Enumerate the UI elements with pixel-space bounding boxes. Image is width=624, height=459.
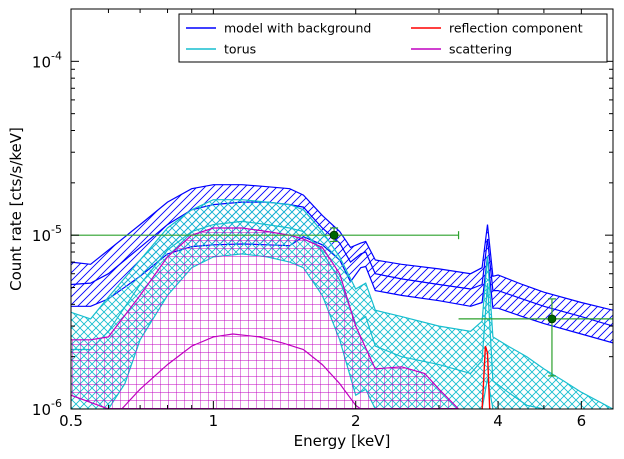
axis-tick-labels: 0.5 1 2 4 610-610-510-4 bbox=[32, 49, 586, 430]
data-point-2 bbox=[458, 298, 613, 377]
legend: model with background torus reflection com… bbox=[178, 13, 608, 63]
torus-upper-line bbox=[71, 199, 613, 409]
plot-area bbox=[71, 184, 613, 409]
data-marker bbox=[329, 230, 339, 240]
y-axis-label: Count rate [cts/s/keV] bbox=[7, 127, 25, 291]
legend-box bbox=[178, 13, 608, 63]
legend-label: model with background bbox=[224, 21, 371, 36]
data-points bbox=[71, 227, 613, 377]
legend-label: reflection component bbox=[449, 21, 583, 36]
legend-entry: model with background bbox=[186, 21, 371, 36]
scattering-lower-line bbox=[71, 394, 459, 409]
y-tick-label: 10 bbox=[32, 53, 51, 71]
model-with-background-upper-line bbox=[71, 184, 613, 311]
legend-entry: scattering bbox=[411, 42, 512, 57]
data-marker bbox=[547, 314, 557, 324]
legend-entry: reflection component bbox=[411, 21, 583, 36]
legend-label: torus bbox=[224, 42, 256, 57]
y-tick-exponent: -4 bbox=[51, 49, 62, 62]
legend-entry: torus bbox=[186, 42, 256, 57]
axis-ticks bbox=[70, 8, 614, 410]
x-tick-label: 1 bbox=[209, 412, 219, 430]
y-tick-label: 10 bbox=[32, 401, 51, 419]
y-tick-exponent: -5 bbox=[51, 223, 62, 236]
x-tick-label: 6 bbox=[577, 412, 587, 430]
reflection-component-line bbox=[481, 345, 491, 409]
model-with-background-mid-line bbox=[71, 201, 613, 327]
x-tick-label: 0.5 bbox=[59, 412, 83, 430]
x-axis-label: Energy [keV] bbox=[294, 432, 391, 450]
scattering-central-line bbox=[121, 333, 362, 409]
y-tick-label: 10 bbox=[32, 227, 51, 245]
y-tick-exponent: -6 bbox=[51, 397, 62, 410]
plot-frame bbox=[70, 8, 614, 410]
legend-label: scattering bbox=[449, 42, 512, 57]
x-tick-label: 4 bbox=[493, 412, 503, 430]
data-point-1 bbox=[71, 227, 460, 243]
x-tick-label: 2 bbox=[351, 412, 361, 430]
